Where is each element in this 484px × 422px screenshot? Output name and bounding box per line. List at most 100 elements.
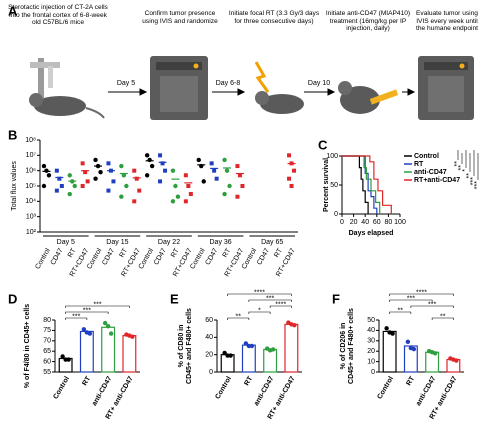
- sig-bracket: [389, 299, 433, 302]
- panel-label: A: [8, 3, 18, 18]
- sig-label: **: [236, 313, 242, 320]
- data-point: [41, 183, 47, 189]
- data-point: [67, 173, 72, 178]
- x-tick-label: 100: [394, 219, 406, 226]
- sig-label: **: [458, 165, 465, 171]
- sig-label: *: [258, 307, 261, 314]
- y-tick-label: 100: [326, 153, 338, 160]
- x-tick-label: CD47: [153, 247, 168, 266]
- data-point: [137, 188, 142, 193]
- y-tick-label: 70: [43, 338, 51, 345]
- x-tick-label: RT: [119, 247, 130, 259]
- sig-label: ***: [474, 181, 481, 189]
- data-point: [66, 357, 71, 362]
- workflow-step: Sterotactic injection of CT-2A cells int…: [8, 4, 108, 27]
- data-point: [235, 164, 240, 169]
- workflow-step: Evaluate tumor using IVIS every week unt…: [416, 10, 478, 33]
- sig-bracket: [227, 317, 250, 320]
- ivis-machine: [150, 56, 208, 120]
- y-axis-label: Percent survival: [323, 158, 330, 212]
- x-tick-label: RT: [222, 247, 233, 259]
- data-point: [158, 179, 163, 184]
- y-tick-label: 10⁸: [25, 137, 36, 144]
- data-point: [144, 153, 150, 158]
- bar: [284, 323, 299, 373]
- mouse-radiation: [254, 61, 304, 114]
- data-point: [287, 176, 292, 181]
- data-point: [87, 331, 93, 336]
- sig-label: **: [398, 307, 404, 314]
- data-point: [105, 324, 111, 329]
- x-tick-label: 80: [385, 219, 393, 226]
- x-tick-label: CD47: [101, 247, 116, 266]
- y-axis-label: Total flux values: [11, 161, 18, 211]
- y-tick-label: 10⁶: [25, 168, 36, 175]
- data-point: [44, 168, 49, 173]
- x-tick-label: 0: [340, 219, 344, 226]
- sig-label: *: [462, 169, 469, 172]
- data-point: [60, 354, 65, 359]
- data-point: [83, 170, 88, 175]
- group-label: Day 15: [106, 239, 128, 246]
- data-point: [170, 168, 176, 173]
- data-point: [287, 153, 292, 158]
- data-point: [59, 184, 64, 188]
- data-point: [132, 199, 137, 204]
- sig-label: ***: [93, 301, 101, 308]
- x-tick-label: RT: [273, 247, 284, 259]
- data-point: [183, 173, 188, 178]
- data-point: [106, 188, 111, 193]
- sig-label: **: [440, 313, 446, 320]
- x-tick-label: anti-CD47: [415, 375, 437, 407]
- legend-label: Control: [414, 153, 439, 160]
- data-point: [163, 168, 168, 173]
- arrow-label: Day 6-8: [215, 80, 241, 87]
- data-point: [224, 168, 230, 173]
- data-point: [454, 358, 459, 363]
- data-point: [289, 184, 294, 188]
- data-point: [183, 199, 188, 204]
- data-point: [46, 173, 52, 178]
- y-tick-label: 10³: [26, 214, 37, 221]
- y-tick-label: 50: [330, 182, 338, 189]
- bar: [241, 344, 256, 373]
- data-point: [292, 168, 297, 173]
- panel-label: F: [332, 291, 340, 306]
- sig-label: ****: [254, 289, 265, 296]
- data-point: [249, 343, 255, 349]
- x-axis-label: Days elapsed: [349, 230, 394, 237]
- data-point: [119, 194, 124, 199]
- y-tick-label: 65: [43, 348, 51, 355]
- legend-label: RT+anti-CD47: [414, 177, 460, 184]
- x-tick-label: Control: [52, 375, 71, 400]
- data-point: [243, 341, 249, 346]
- data-point: [173, 183, 178, 189]
- data-point: [121, 173, 127, 178]
- y-tick-label: 40: [367, 327, 375, 334]
- data-point: [222, 157, 227, 163]
- sig-bracket: [248, 311, 271, 314]
- y-tick-label: 60: [43, 358, 51, 365]
- data-point: [186, 184, 191, 188]
- arrow-label: Day 5: [116, 80, 136, 87]
- data-point: [41, 163, 47, 169]
- data-point: [93, 176, 98, 181]
- sig-label: ***: [407, 295, 415, 302]
- sig-bracket: [227, 293, 292, 296]
- y-tick-label: 50: [367, 317, 375, 324]
- group-label: Day 22: [158, 239, 180, 246]
- x-tick-label: 60: [373, 219, 381, 226]
- sig-bracket: [269, 305, 292, 308]
- data-point: [240, 184, 245, 188]
- x-tick-label: CD47: [204, 247, 219, 266]
- y-tick-label: 10: [367, 358, 375, 365]
- panel-label: D: [8, 291, 17, 306]
- data-point: [67, 191, 72, 197]
- data-point: [124, 183, 129, 189]
- y-tick-label: 10⁴: [25, 198, 36, 205]
- y-tick-label: 30: [367, 338, 375, 345]
- y-tick-label: 55: [43, 369, 51, 376]
- data-point: [175, 194, 181, 199]
